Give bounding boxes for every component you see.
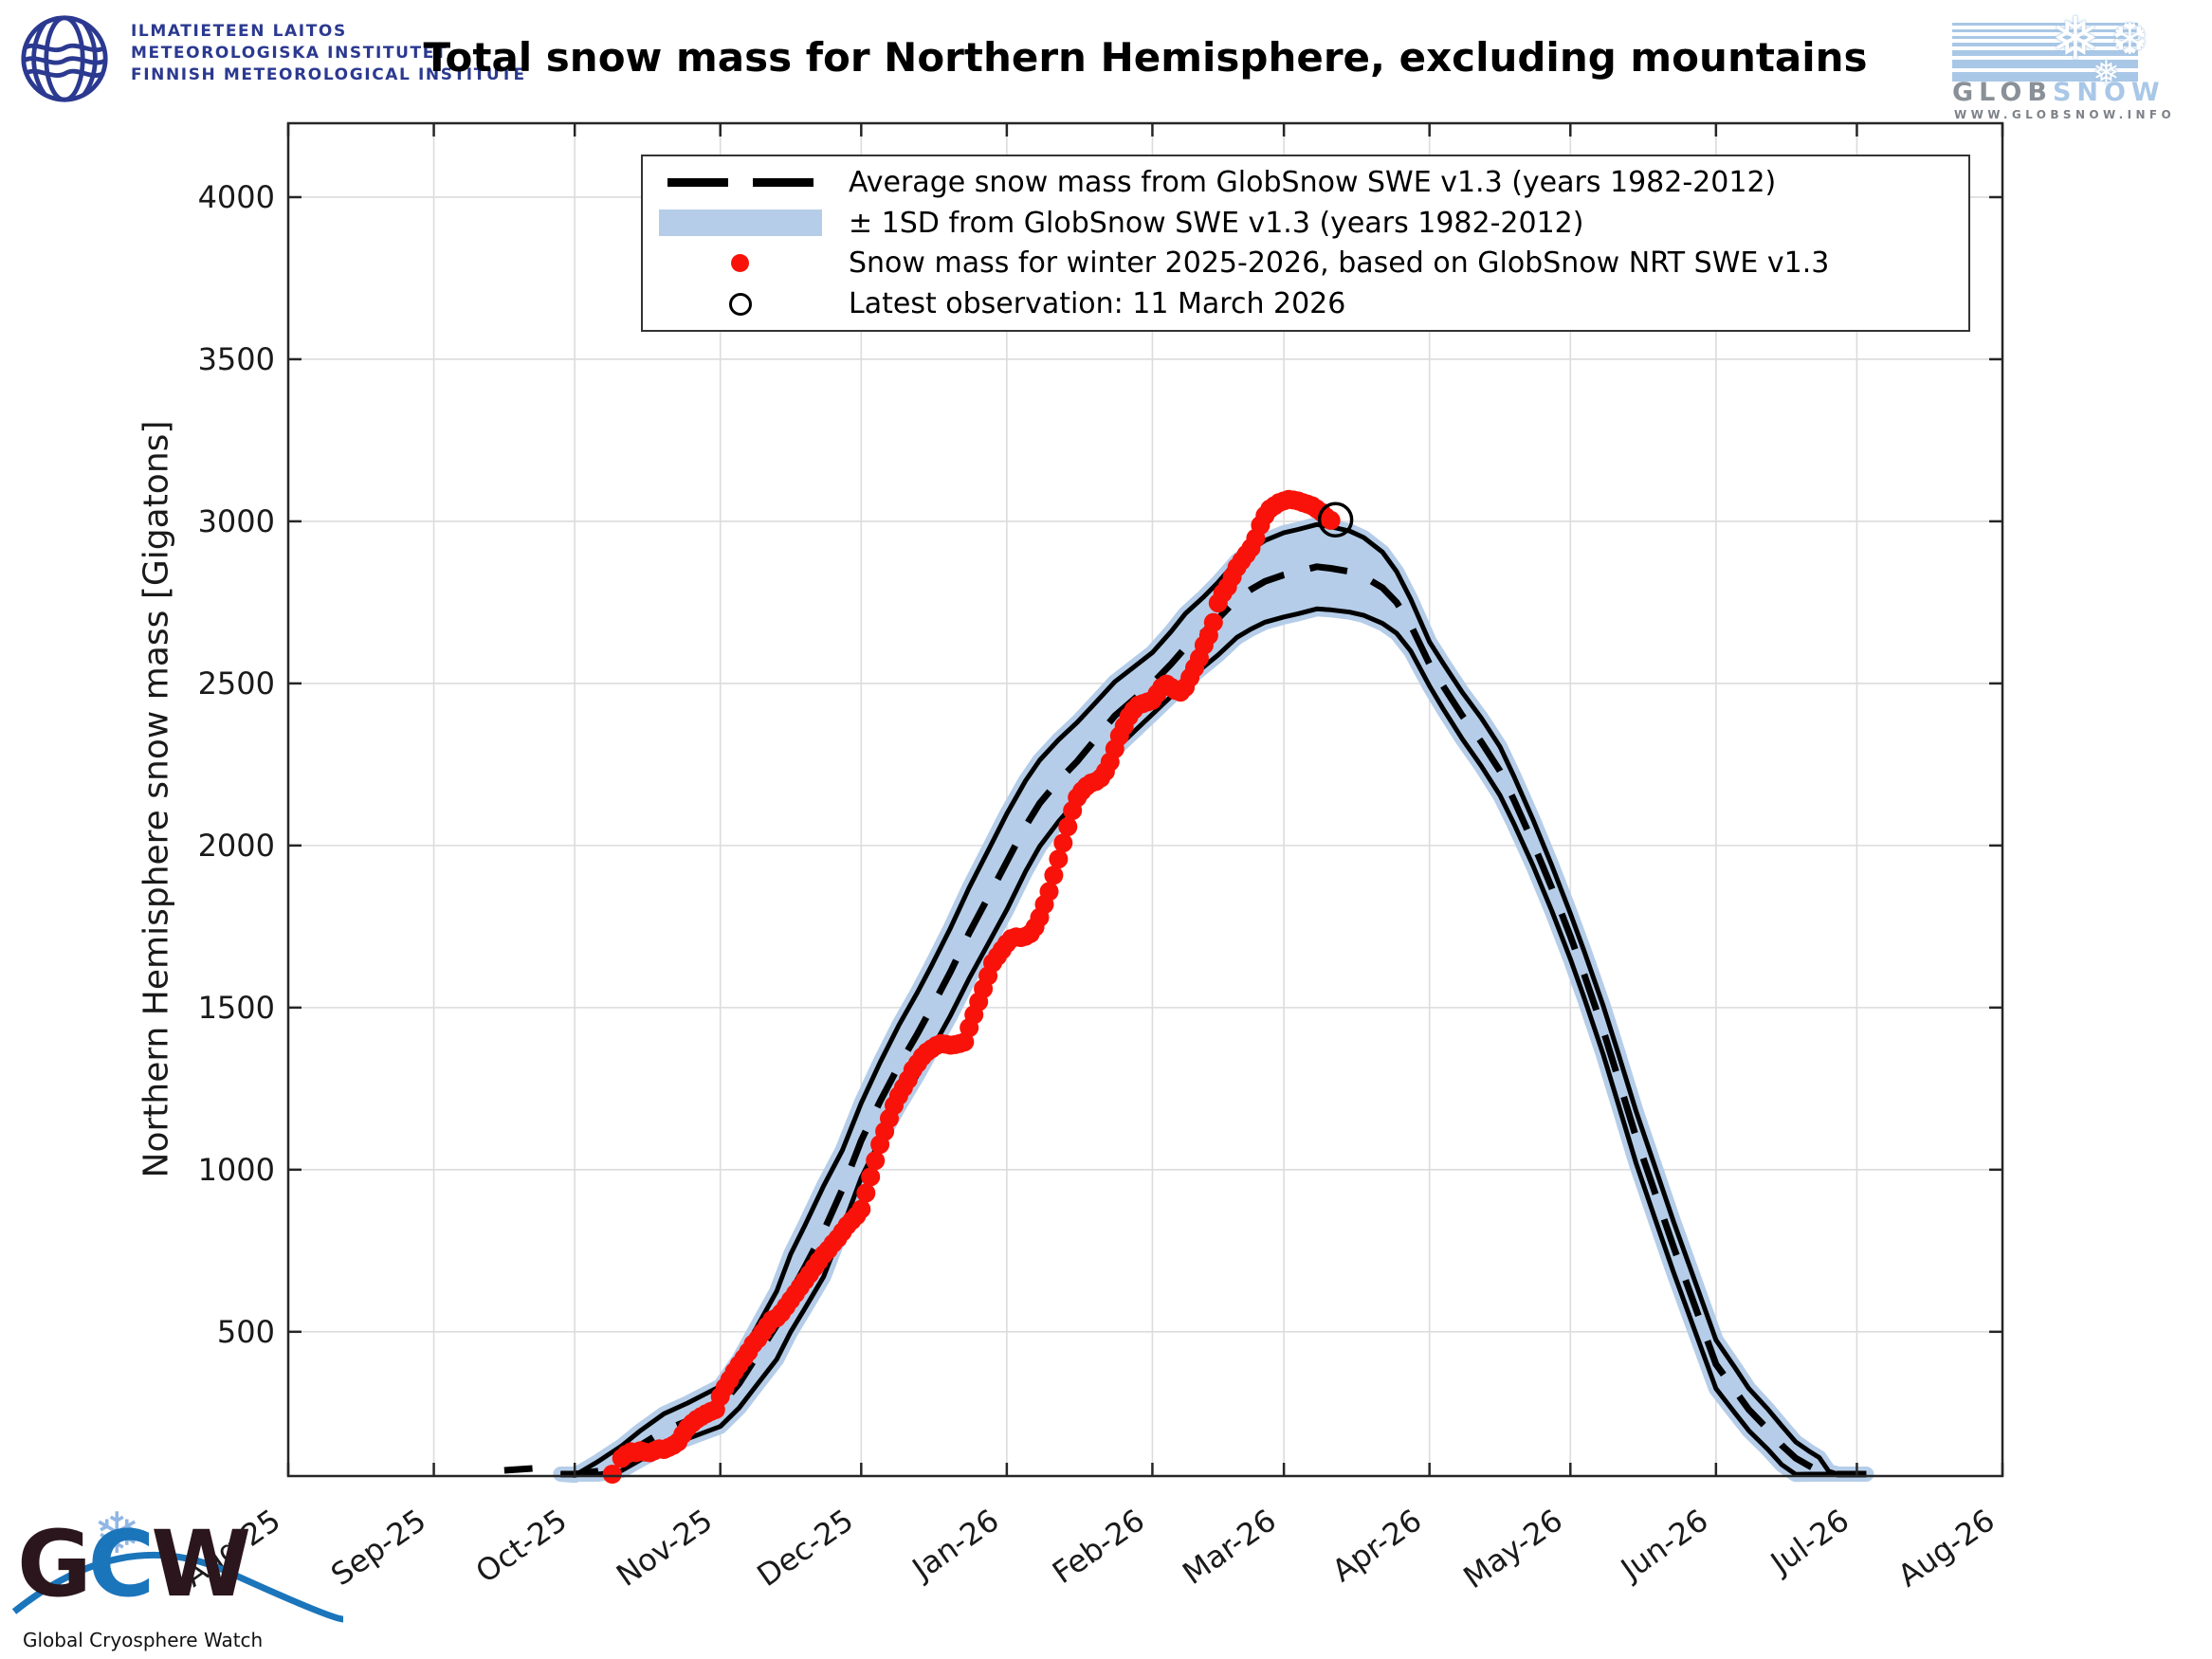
globsnow-word-snow: SNOW	[2052, 78, 2166, 107]
globsnow-wordmark: GLOBSNOW	[1952, 80, 2166, 105]
gcw-caption: Global Cryosphere Watch	[23, 1629, 264, 1651]
svg-text:1500: 1500	[198, 990, 275, 1026]
globsnow-logo: ❅ ❆ ❅ GLOBSNOW WWW.GLOBSNOW.INFO	[1916, 8, 2201, 131]
gcw-logo: ❄ GCW Global Cryosphere Watch	[9, 1498, 351, 1659]
fmi-name-fi: ILMATIETEEN LAITOS	[131, 22, 347, 41]
svg-text:May-26: May-26	[1457, 1502, 1569, 1595]
chart-legend: Average snow mass from GlobSnow SWE v1.3…	[641, 155, 1970, 332]
band-sample-icon	[643, 210, 837, 237]
legend-row-average: Average snow mass from GlobSnow SWE v1.3…	[643, 162, 1968, 202]
snowflake-icon: ❅	[2051, 4, 2100, 73]
svg-text:Oct-25: Oct-25	[469, 1502, 574, 1590]
globsnow-word-glob: GLOB	[1952, 78, 2053, 107]
snowflake-icon: ❆	[2111, 13, 2148, 64]
svg-text:Nov-25: Nov-25	[610, 1502, 719, 1593]
svg-text:500: 500	[217, 1314, 275, 1350]
svg-text:Aug-26: Aug-26	[1892, 1502, 2002, 1594]
legend-row-latest: Latest observation: 11 March 2026	[643, 284, 1968, 324]
globsnow-url: WWW.GLOBSNOW.INFO	[1954, 108, 2176, 121]
svg-text:3500: 3500	[198, 341, 275, 377]
fmi-logo-block: ILMATIETEEN LAITOS METEOROLOGISKA INSTIT…	[19, 13, 526, 104]
globsnow-bars	[1952, 23, 2142, 85]
legend-label: Latest observation: 11 March 2026	[849, 287, 1346, 321]
legend-row-band: ± 1SD from GlobSnow SWE v1.3 (years 1982…	[643, 203, 1968, 243]
svg-text:Mar-26: Mar-26	[1176, 1502, 1282, 1592]
dashed-line-sample-icon	[643, 177, 837, 187]
gcw-wordmark: GCW	[17, 1511, 251, 1617]
legend-row-observations: Snow mass for winter 2025-2026, based on…	[643, 244, 1968, 283]
legend-label: ± 1SD from GlobSnow SWE v1.3 (years 1982…	[849, 206, 1584, 240]
snowflake-icon: ❅	[2093, 54, 2120, 92]
svg-text:4000: 4000	[198, 179, 275, 215]
legend-label: Snow mass for winter 2025-2026, based on…	[849, 246, 1830, 281]
gcw-arc-icon	[11, 1551, 344, 1623]
svg-text:1000: 1000	[198, 1152, 275, 1188]
svg-text:3000: 3000	[198, 503, 275, 539]
fmi-name-sv: METEOROLOGISKA INSTITUTET	[131, 44, 448, 63]
red-dot-sample-icon	[643, 254, 837, 273]
svg-text:2500: 2500	[198, 665, 275, 702]
legend-label: Average snow mass from GlobSnow SWE v1.3…	[849, 165, 1777, 199]
svg-text:Dec-25: Dec-25	[751, 1502, 860, 1594]
svg-text:Feb-26: Feb-26	[1046, 1502, 1151, 1591]
open-circle-sample-icon	[643, 292, 837, 316]
svg-text:Jan-26: Jan-26	[905, 1502, 1006, 1588]
fmi-name: ILMATIETEEN LAITOS METEOROLOGISKA INSTIT…	[131, 13, 526, 86]
chart-title: Total snow mass for Northern Hemisphere,…	[423, 34, 1868, 81]
svg-text:Apr-26: Apr-26	[1325, 1502, 1428, 1589]
fmi-emblem-icon	[21, 15, 108, 102]
y-axis-label: Northern Hemisphere snow mass [Gigatons]	[137, 420, 176, 1178]
svg-text:2000: 2000	[198, 828, 275, 864]
svg-text:Jun-26: Jun-26	[1613, 1502, 1714, 1588]
svg-text:Jul-26: Jul-26	[1763, 1502, 1856, 1581]
gcw-snowflake-icon: ❄	[93, 1501, 141, 1567]
fmi-name-en: FINNISH METEOROLOGICAL INSTITUTE	[131, 65, 526, 84]
